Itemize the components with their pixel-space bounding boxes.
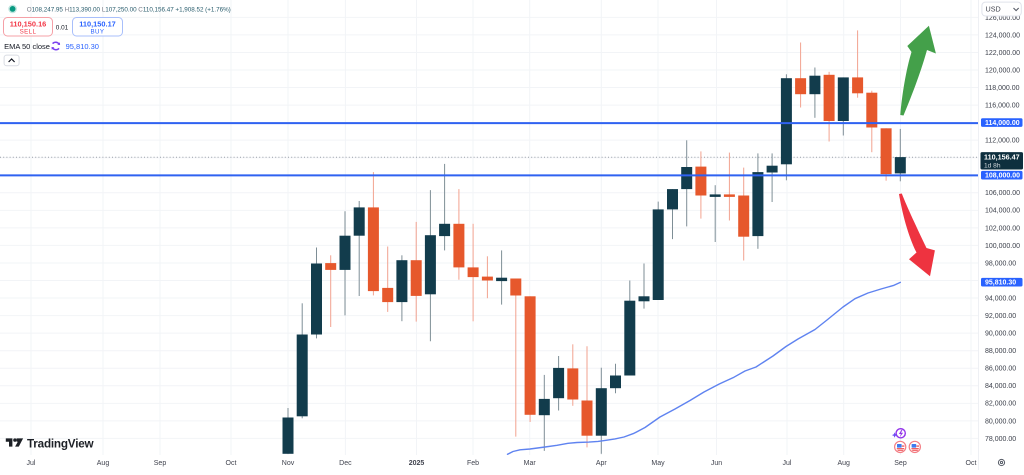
svg-text:102,000.00: 102,000.00 xyxy=(985,225,1020,232)
svg-text:Sep: Sep xyxy=(154,460,167,467)
svg-text:114,000.00: 114,000.00 xyxy=(985,120,1020,127)
svg-text:122,000.00: 122,000.00 xyxy=(985,50,1020,57)
svg-text:104,000.00: 104,000.00 xyxy=(985,208,1020,215)
svg-text:Dec: Dec xyxy=(339,460,352,467)
svg-text:Sep: Sep xyxy=(894,460,907,467)
svg-text:Jul: Jul xyxy=(27,460,36,467)
svg-text:May: May xyxy=(651,460,665,467)
svg-text:90,000.00: 90,000.00 xyxy=(985,331,1016,338)
svg-text:112,000.00: 112,000.00 xyxy=(985,138,1020,145)
svg-text:84,000.00: 84,000.00 xyxy=(985,383,1016,390)
svg-text:118,000.00: 118,000.00 xyxy=(985,85,1020,92)
svg-text:Mar: Mar xyxy=(524,460,537,467)
svg-text:106,000.00: 106,000.00 xyxy=(985,190,1020,197)
svg-text:Aug: Aug xyxy=(97,460,110,467)
svg-text:0.01: 0.01 xyxy=(56,25,69,32)
svg-text:80,000.00: 80,000.00 xyxy=(985,418,1016,425)
svg-text:Jun: Jun xyxy=(711,460,722,467)
svg-text:94,000.00: 94,000.00 xyxy=(985,296,1016,303)
svg-text:100,000.00: 100,000.00 xyxy=(985,243,1020,250)
svg-text:95,810.30: 95,810.30 xyxy=(985,280,1016,287)
svg-text:1d 8h: 1d 8h xyxy=(984,162,1001,169)
svg-text:88,000.00: 88,000.00 xyxy=(985,348,1016,355)
svg-text:92,000.00: 92,000.00 xyxy=(985,313,1016,320)
svg-text:USD: USD xyxy=(986,5,1001,14)
svg-text:120,000.00: 120,000.00 xyxy=(985,67,1020,74)
svg-text:O108,247.95 H113,390.00 L107,2: O108,247.95 H113,390.00 L107,250.00 C110… xyxy=(27,6,231,13)
svg-text:78,000.00: 78,000.00 xyxy=(985,436,1016,443)
svg-text:82,000.00: 82,000.00 xyxy=(985,401,1016,408)
svg-text:110,156.47: 110,156.47 xyxy=(984,153,1020,162)
svg-text:110,150.16: 110,150.16 xyxy=(10,20,47,29)
svg-text:Aug: Aug xyxy=(837,460,850,467)
svg-text:108,000.00: 108,000.00 xyxy=(985,173,1020,180)
svg-text:SELL: SELL xyxy=(20,29,37,36)
svg-text:Jul: Jul xyxy=(783,460,792,467)
svg-text:98,000.00: 98,000.00 xyxy=(985,260,1016,267)
svg-text:116,000.00: 116,000.00 xyxy=(985,103,1020,110)
svg-text:EMA 50 close: EMA 50 close xyxy=(4,42,50,51)
svg-text:110,150.17: 110,150.17 xyxy=(79,20,116,29)
svg-text:TradingView: TradingView xyxy=(27,437,95,450)
svg-text:Oct: Oct xyxy=(966,460,977,467)
svg-text:86,000.00: 86,000.00 xyxy=(985,366,1016,373)
svg-text:95,810.30: 95,810.30 xyxy=(66,42,99,51)
svg-text:124,000.00: 124,000.00 xyxy=(985,32,1020,39)
svg-text:Nov: Nov xyxy=(282,460,295,467)
svg-text:Feb: Feb xyxy=(467,460,479,467)
svg-text:2025: 2025 xyxy=(409,460,425,467)
svg-text:Apr: Apr xyxy=(596,460,608,467)
svg-text:Oct: Oct xyxy=(226,460,237,467)
svg-text:BUY: BUY xyxy=(91,29,105,36)
